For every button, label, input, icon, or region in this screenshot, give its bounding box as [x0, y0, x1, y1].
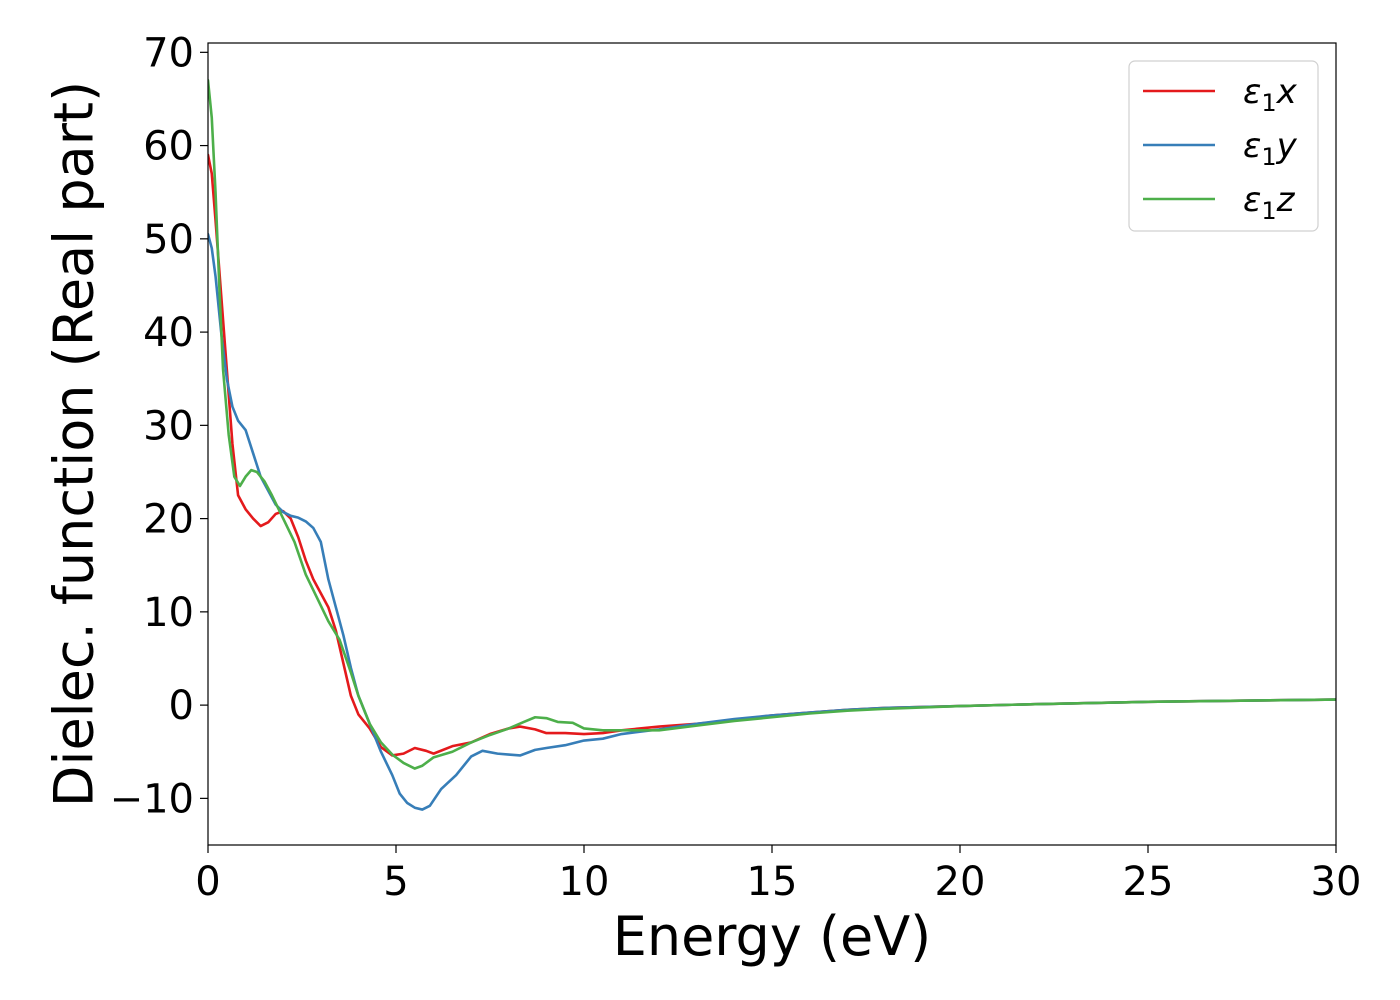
y-axis-label: Dielec. function (Real part) [43, 81, 106, 807]
y-tick-label: 40 [143, 310, 194, 356]
x-tick-label: 10 [559, 859, 610, 905]
y-tick-label: 70 [143, 30, 194, 76]
y-tick-label: 20 [143, 497, 194, 543]
y-tick-label: −10 [110, 776, 194, 822]
y-tick-label: 30 [143, 403, 194, 449]
series-line-2 [208, 232, 1336, 811]
legend-label: ε1x [1243, 72, 1298, 117]
x-axis-label: Energy (eV) [613, 905, 932, 968]
x-tick-label: 15 [747, 859, 798, 905]
x-tick-label: 20 [935, 859, 986, 905]
x-tick-label: 25 [1123, 859, 1174, 905]
x-tick-label: 30 [1311, 859, 1362, 905]
series-line-3 [208, 79, 1336, 770]
legend-label: ε1y [1243, 126, 1298, 171]
series-line-1 [208, 153, 1336, 757]
y-axis-ticks: −10 0 10 20 30 40 50 60 70 [110, 30, 208, 822]
series-layer [208, 79, 1336, 811]
y-tick-label: 50 [143, 217, 194, 263]
y-tick-label: 60 [143, 124, 194, 170]
y-tick-label: 0 [169, 683, 194, 729]
x-tick-label: 0 [195, 859, 220, 905]
x-tick-label: 5 [383, 859, 408, 905]
x-axis-ticks: 0 5 10 15 20 25 30 [195, 845, 1361, 905]
y-tick-label: 10 [143, 590, 194, 636]
legend-box [1128, 60, 1319, 232]
legend: ε1x ε1y ε1z [1128, 60, 1319, 232]
legend-label: ε1z [1243, 180, 1296, 225]
